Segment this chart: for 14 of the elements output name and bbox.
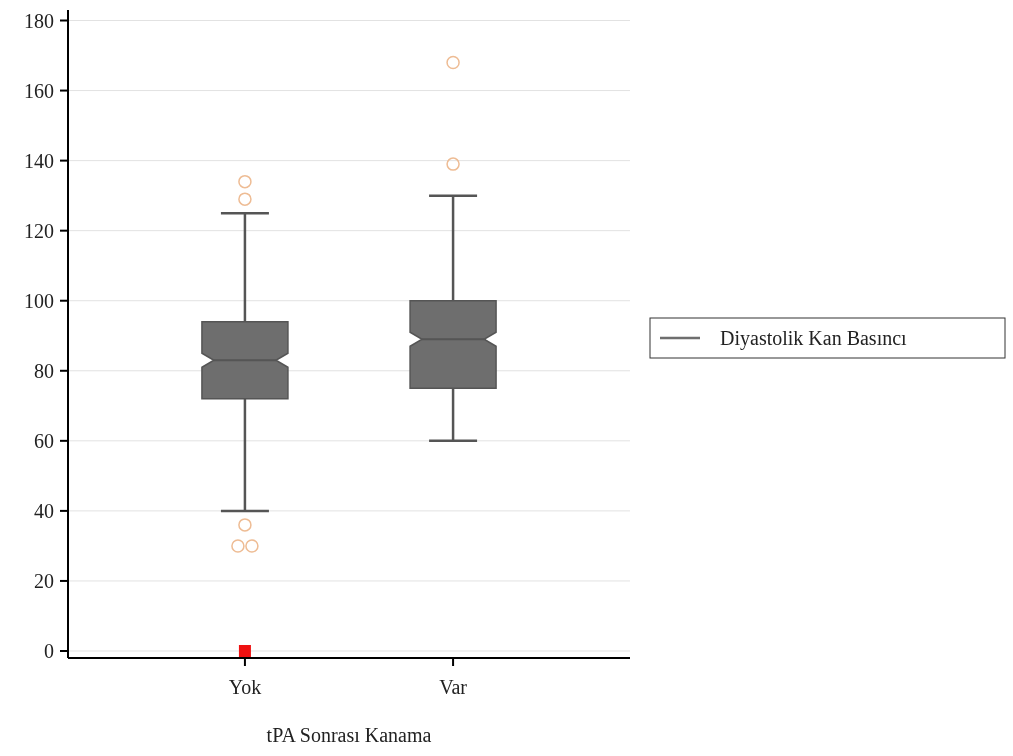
legend-label: Diyastolik Kan Basıncı xyxy=(720,327,908,350)
y-tick-label: 60 xyxy=(34,429,54,452)
x-tick-label: Var xyxy=(439,676,468,698)
y-tick-label: 80 xyxy=(34,359,54,382)
y-tick-label: 100 xyxy=(24,289,54,312)
y-tick-label: 180 xyxy=(24,9,54,32)
x-axis-title: tPA Sonrası Kanama xyxy=(266,724,432,746)
y-tick-label: 140 xyxy=(24,149,54,172)
y-tick-label: 20 xyxy=(34,569,54,592)
y-tick-label: 40 xyxy=(34,499,54,522)
y-tick-label: 160 xyxy=(24,79,54,102)
y-tick-label: 120 xyxy=(24,219,54,242)
y-tick-label: 0 xyxy=(44,639,54,662)
x-tick-label: Yok xyxy=(228,676,262,698)
